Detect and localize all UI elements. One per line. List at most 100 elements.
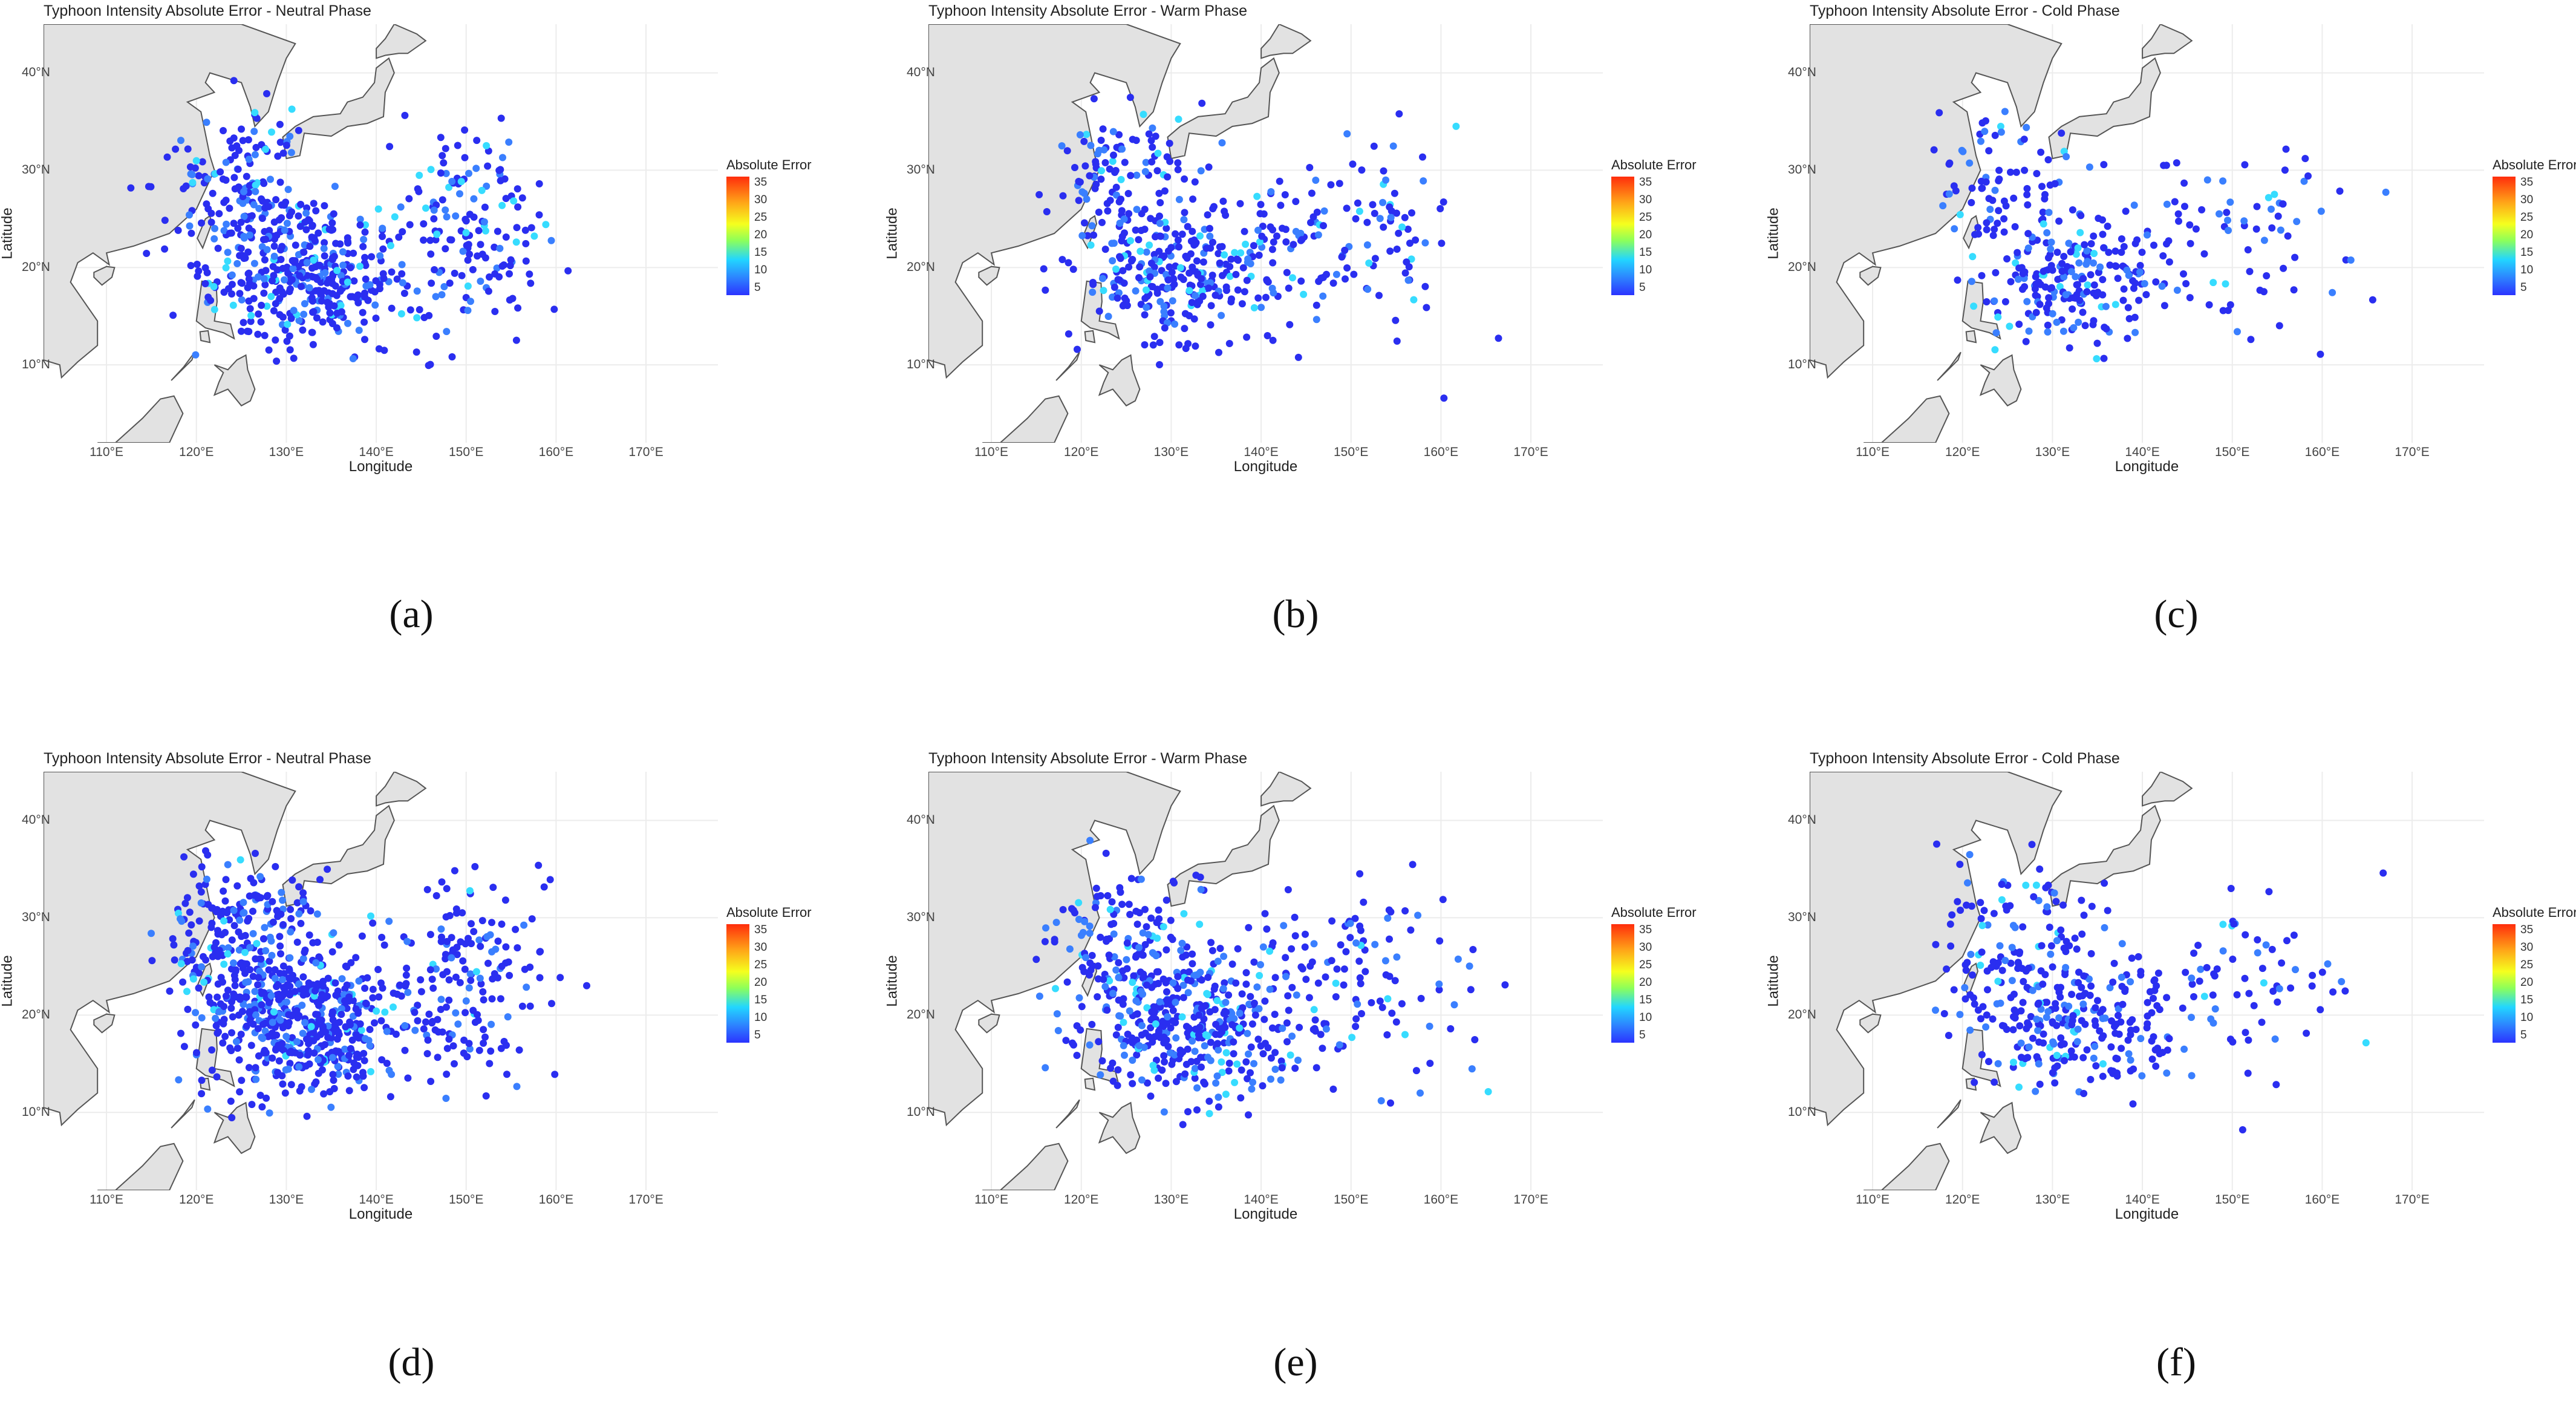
- error-point: [1094, 993, 1101, 1001]
- error-point: [1447, 1025, 1455, 1032]
- error-point: [1179, 994, 1187, 1002]
- error-point: [334, 1071, 342, 1078]
- error-point: [2159, 252, 2167, 259]
- error-point: [2260, 288, 2268, 296]
- colorbar-tick: 15: [1639, 994, 1652, 1006]
- error-point: [1174, 973, 1182, 980]
- error-point: [305, 284, 313, 292]
- error-point: [1101, 983, 1109, 991]
- error-point: [1375, 292, 1383, 299]
- error-point: [1277, 1076, 1285, 1084]
- error-point: [1266, 985, 1274, 993]
- error-point: [231, 185, 239, 193]
- error-point: [548, 1000, 555, 1008]
- error-point: [1947, 942, 1955, 950]
- error-point: [1393, 209, 1400, 217]
- error-point: [2174, 210, 2182, 218]
- error-point: [2065, 1002, 2073, 1010]
- error-point: [1161, 324, 1169, 332]
- error-point: [1951, 225, 1958, 233]
- error-point: [1109, 1059, 1117, 1067]
- error-point: [1136, 247, 1144, 255]
- land-polygon: [1084, 330, 1096, 344]
- error-point: [1227, 298, 1235, 305]
- error-point: [2090, 281, 2098, 289]
- error-point: [2083, 288, 2091, 296]
- error-point: [520, 921, 528, 929]
- error-point: [231, 152, 239, 159]
- error-point: [1053, 1010, 1061, 1018]
- error-point: [301, 1019, 309, 1026]
- error-point: [235, 1056, 243, 1064]
- error-point: [229, 1013, 236, 1021]
- error-point: [252, 850, 259, 857]
- x-tick-label: 130°E: [1153, 445, 1189, 459]
- error-point: [391, 213, 399, 221]
- error-point: [192, 1009, 200, 1017]
- error-point: [2205, 301, 2213, 308]
- error-point: [1966, 851, 1974, 858]
- error-point: [1182, 1023, 1190, 1031]
- error-point: [1193, 257, 1201, 265]
- error-point: [220, 227, 228, 235]
- error-point: [1935, 109, 1943, 117]
- error-point: [2031, 285, 2039, 293]
- x-tick-label: 140°E: [1244, 1193, 1279, 1207]
- land-polygon: [1961, 280, 2001, 340]
- error-point: [361, 293, 369, 301]
- error-point: [1212, 1031, 1219, 1038]
- error-point: [334, 1063, 342, 1071]
- error-point: [286, 991, 294, 999]
- error-point: [2070, 324, 2078, 331]
- error-point: [1312, 301, 1320, 309]
- error-point: [2042, 884, 2050, 891]
- error-point: [1181, 310, 1189, 318]
- error-point: [1204, 991, 1211, 999]
- error-point: [360, 236, 368, 243]
- error-point: [1084, 232, 1092, 240]
- error-point: [2163, 1069, 2171, 1077]
- x-tick-label: 110°E: [90, 1193, 124, 1207]
- error-point: [2180, 179, 2188, 187]
- error-point: [1469, 946, 1477, 953]
- error-point: [374, 205, 382, 213]
- error-point: [221, 897, 229, 905]
- error-point: [2100, 244, 2108, 252]
- error-point: [535, 180, 543, 187]
- error-point: [498, 962, 506, 970]
- panel-caption: (f): [2156, 1340, 2196, 1384]
- error-point: [1268, 246, 1276, 253]
- error-point: [2047, 238, 2055, 246]
- error-point: [1255, 252, 1263, 259]
- error-point: [1958, 146, 1966, 154]
- error-point: [426, 966, 434, 974]
- error-point: [486, 1060, 494, 1067]
- error-point: [1242, 980, 1250, 988]
- error-point: [248, 1101, 256, 1109]
- x-tick-label: 170°E: [2395, 445, 2430, 459]
- error-point: [477, 942, 484, 950]
- error-point: [1041, 937, 1049, 945]
- error-point: [1983, 219, 1991, 227]
- colorbar-legend: Absolute Error 35 30 25 20 15 10 5: [726, 905, 812, 1043]
- error-point: [2144, 231, 2151, 239]
- error-point: [286, 132, 294, 140]
- error-point: [232, 966, 240, 974]
- map-panel: Typhoon Intensity Absolute Error - Cold …: [1766, 748, 2576, 1401]
- error-point: [355, 977, 363, 985]
- error-point: [1124, 1031, 1132, 1038]
- error-point: [1120, 1041, 1127, 1049]
- error-point: [2053, 249, 2061, 256]
- error-point: [1226, 272, 1234, 280]
- land-polygon: [978, 266, 1000, 286]
- error-point: [230, 174, 238, 181]
- error-point: [1129, 135, 1136, 143]
- error-point: [1997, 123, 2004, 130]
- error-point: [256, 894, 264, 902]
- error-point: [1120, 1019, 1127, 1026]
- error-point: [1192, 342, 1199, 350]
- error-point: [283, 220, 291, 227]
- error-point: [2324, 960, 2332, 968]
- error-point: [1356, 870, 1364, 878]
- error-point: [440, 283, 448, 290]
